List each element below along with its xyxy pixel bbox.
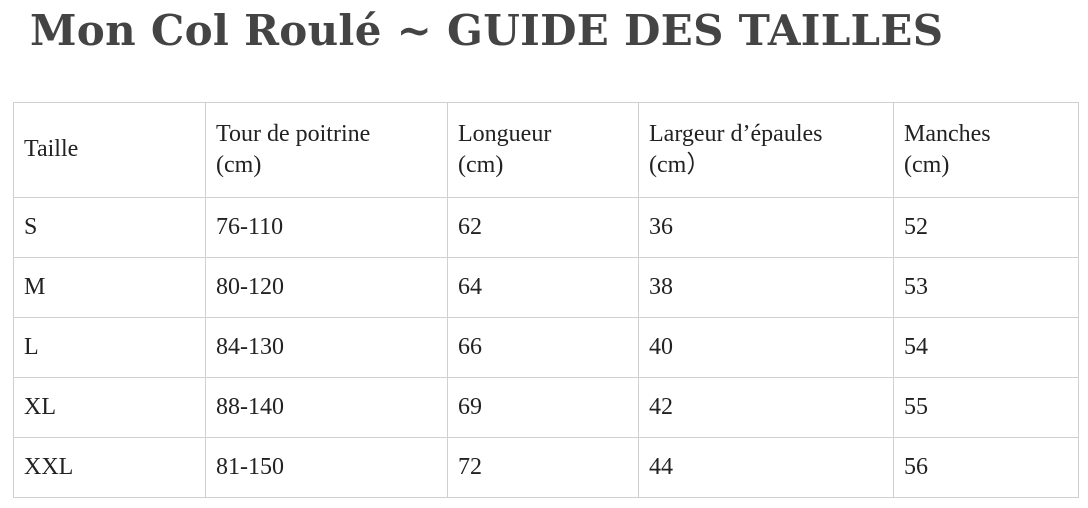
table-cell: 54 xyxy=(893,317,1079,378)
column-header: Taille xyxy=(13,102,206,198)
table-cell: L xyxy=(13,317,206,378)
table-row: L 84-130 66 40 54 xyxy=(13,317,1079,378)
size-table: Taille Tour de poitrine (cm) Longueur (cm)… xyxy=(13,102,1079,498)
table-cell: 88-140 xyxy=(205,377,448,438)
table-cell: 55 xyxy=(893,377,1079,438)
table-cell: XXL xyxy=(13,437,206,498)
table-body: S 76-110 62 36 52 M 80-120 64 38 53 L 84-130 66 40 54 X… xyxy=(13,197,1079,498)
table-row: XXL 81-150 72 44 56 xyxy=(13,437,1079,498)
header-row: Taille Tour de poitrine (cm) Longueur (cm)… xyxy=(13,102,1079,198)
table-row: XL 88-140 69 42 55 xyxy=(13,377,1079,438)
column-header: Tour de poitrine (cm) xyxy=(205,102,448,198)
table-cell: 56 xyxy=(893,437,1079,498)
table-cell: XL xyxy=(13,377,206,438)
table-cell: 76-110 xyxy=(205,197,448,258)
column-header: Largeur d’épaules (cm） xyxy=(638,102,894,198)
table-cell: S xyxy=(13,197,206,258)
table-row: S 76-110 62 36 52 xyxy=(13,197,1079,258)
table-cell: 62 xyxy=(447,197,639,258)
table-cell: 42 xyxy=(638,377,894,438)
table-cell: 72 xyxy=(447,437,639,498)
table-cell: 44 xyxy=(638,437,894,498)
table-cell: 81-150 xyxy=(205,437,448,498)
table-cell: 66 xyxy=(447,317,639,378)
table-cell: 40 xyxy=(638,317,894,378)
table-cell: 84-130 xyxy=(205,317,448,378)
table-cell: M xyxy=(13,257,206,318)
table-cell: 69 xyxy=(447,377,639,438)
table-cell: 36 xyxy=(638,197,894,258)
table-cell: 53 xyxy=(893,257,1079,318)
table-row: M 80-120 64 38 53 xyxy=(13,257,1079,318)
table-cell: 38 xyxy=(638,257,894,318)
table-cell: 52 xyxy=(893,197,1079,258)
table-cell: 64 xyxy=(447,257,639,318)
column-header: Longueur (cm) xyxy=(447,102,639,198)
column-header: Manches (cm) xyxy=(893,102,1079,198)
page-title: Mon Col Roulé ~ GUIDE DES TAILLES xyxy=(30,6,944,55)
table-cell: 80-120 xyxy=(205,257,448,318)
